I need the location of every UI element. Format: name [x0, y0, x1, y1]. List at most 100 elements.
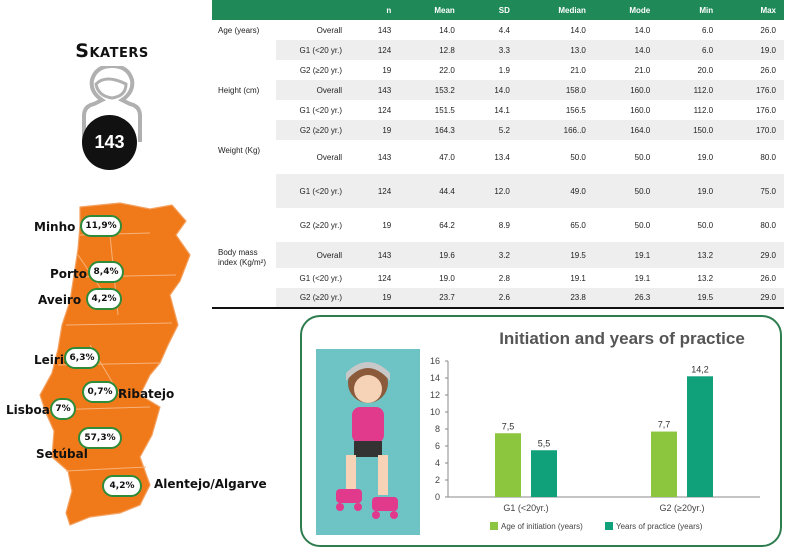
person-icon [82, 66, 142, 142]
y-tick-label: 12 [430, 390, 440, 400]
table-cell-mean: 47.0 [439, 152, 455, 162]
table-cell-n: 124 [377, 273, 392, 283]
table-cell-sd: 2.8 [498, 273, 510, 283]
table-cell-mode: 26.3 [593, 288, 659, 309]
table-cell-group: G2 (≥20 yr.) [299, 65, 342, 75]
table-cell-sd: 3.2 [462, 242, 518, 268]
table-cell-max: 26.0 [760, 25, 776, 35]
y-tick-label: 6 [435, 441, 440, 451]
table-cell-sd: 4.4 [498, 25, 510, 35]
region-pct-leiria: 6,3% [64, 347, 100, 369]
table-cell-max: 176.0 [755, 105, 776, 115]
table-cell-max: 80.0 [760, 220, 776, 230]
table-cell-max: 80.0 [760, 152, 776, 162]
region-pct-alentejo-algarve: 4,2% [102, 475, 142, 497]
region-label-lisboa: Lisboa [6, 403, 50, 417]
table-cell-median: 49.0 [517, 174, 594, 208]
table-row: G2 (≥20 yr.) 19 164.3 5.2 166..0 164.0 150.0 17… [212, 120, 784, 140]
y-tick-label: 16 [430, 356, 440, 366]
table-cell-variable [212, 40, 276, 60]
table-cell-mode: 21.0 [634, 65, 651, 75]
header-variable [212, 0, 276, 20]
table-cell-group: G2 (≥20 yr.) [276, 288, 348, 309]
table-cell-mode: 14.0 [593, 40, 659, 60]
table-cell-n: 143 [377, 25, 392, 35]
table-cell-mean: 153.2 [399, 80, 463, 100]
header-median: Median [517, 0, 594, 20]
table-cell-mode: 50.0 [634, 152, 651, 162]
table-cell-sd: 1.9 [498, 65, 510, 75]
region-label-porto: Porto [50, 267, 87, 281]
portugal-map: Minho 11,9% Porto 8,4% Aveiro 4,2% Leiri… [0, 195, 290, 557]
bar-chart: 0 2 4 6 8 10 12 14 16 7,5 5,5 G1 (<20yr.) 7,7 14,2 G2 … [430, 356, 760, 531]
region-label-alentejo-algarve: Alentejo/Algarve [154, 477, 267, 491]
region-pct-lisboa: 7% [50, 398, 76, 420]
table-cell-mode: 19.1 [593, 242, 659, 268]
table-cell-min: 50.0 [697, 220, 714, 230]
table-cell-mode: 160.0 [593, 80, 659, 100]
header-max: Max [721, 0, 784, 20]
table-cell-median: 21.0 [570, 65, 586, 75]
header-n: n [348, 0, 400, 20]
table-cell-sd: 14.1 [494, 105, 510, 115]
table-cell-median: 19.5 [517, 242, 594, 268]
table-cell-mode: 160.0 [630, 105, 651, 115]
table-row: Age (years) Overall 143 14.0 4.4 14.0 14.0 6.0 2… [212, 20, 784, 40]
legend-swatch [605, 522, 613, 530]
table-cell-mode: 50.0 [634, 220, 651, 230]
table-cell-group: Overall [316, 152, 342, 162]
table-cell-median: 156.5 [565, 105, 586, 115]
portugal-map-shape [39, 202, 191, 526]
table-cell-min: 13.2 [658, 242, 722, 268]
table-cell-variable: Age (years) [218, 26, 260, 35]
header-mode: Mode [593, 0, 659, 20]
table-cell-min: 20.0 [697, 65, 714, 75]
chart-panel: Initiation and years of practice 0 2 4 6 8 10… [300, 315, 782, 547]
table-cell-sd: 3.3 [462, 40, 518, 60]
bar [531, 450, 557, 497]
region-pct-setubal: 57,3% [78, 427, 122, 449]
table-cell-n: 19 [382, 65, 392, 75]
region-pct-minho: 11,9% [80, 215, 122, 237]
table-cell-mean: 19.6 [399, 242, 463, 268]
table-cell-group: G1 (<20 yr.) [276, 174, 348, 208]
table-cell-mean: 14.0 [439, 25, 455, 35]
bar [687, 376, 713, 497]
table-cell-mean: 64.2 [439, 220, 455, 230]
table-cell-median: 166..0 [517, 120, 594, 140]
y-tick-label: 4 [435, 458, 440, 468]
table-cell-min: 19.5 [658, 288, 722, 309]
table-cell-sd: 2.6 [462, 288, 518, 309]
chart-title: Initiation and years of practice [499, 329, 745, 348]
table-cell-variable: Body mass index (Kg/m²) [218, 248, 267, 267]
table-cell-n: 124 [348, 40, 400, 60]
table-cell-n: 19 [382, 220, 392, 230]
region-label-minho: Minho [34, 220, 76, 234]
table-cell-min: 13.2 [697, 273, 714, 283]
table-cell-n: 143 [348, 80, 400, 100]
table-cell-min: 112.0 [693, 105, 714, 115]
skaters-title: Skaters [75, 40, 149, 62]
table-cell-mode: 14.0 [634, 25, 651, 35]
table-cell-mean: 164.3 [399, 120, 463, 140]
region-label-leiria: Leiria [34, 353, 73, 367]
table-cell-max: 170.0 [721, 120, 784, 140]
table-cell-group: G1 (<20 yr.) [276, 40, 348, 60]
table-cell-variable [212, 60, 276, 80]
y-tick-label: 8 [435, 424, 440, 434]
table-cell-variable [212, 288, 276, 309]
table-cell-max: 75.0 [721, 174, 784, 208]
bar [495, 433, 521, 497]
legend-swatch [490, 522, 498, 530]
table-cell-min: 150.0 [658, 120, 722, 140]
table-cell-n: 19 [348, 288, 400, 309]
table-row: G2 (≥20 yr.) 19 64.2 8.9 65.0 50.0 50.0 80.0 [212, 208, 784, 242]
y-tick-label: 10 [430, 407, 440, 417]
table-cell-median: 23.8 [517, 288, 594, 309]
table-cell-mean: 22.0 [439, 65, 455, 75]
table-cell-mode: 50.0 [593, 174, 659, 208]
table-cell-median: 65.0 [570, 220, 586, 230]
bar-data-label: 7,7 [658, 420, 671, 430]
table-cell-max: 29.0 [721, 242, 784, 268]
table-cell-group: G2 (≥20 yr.) [276, 120, 348, 140]
